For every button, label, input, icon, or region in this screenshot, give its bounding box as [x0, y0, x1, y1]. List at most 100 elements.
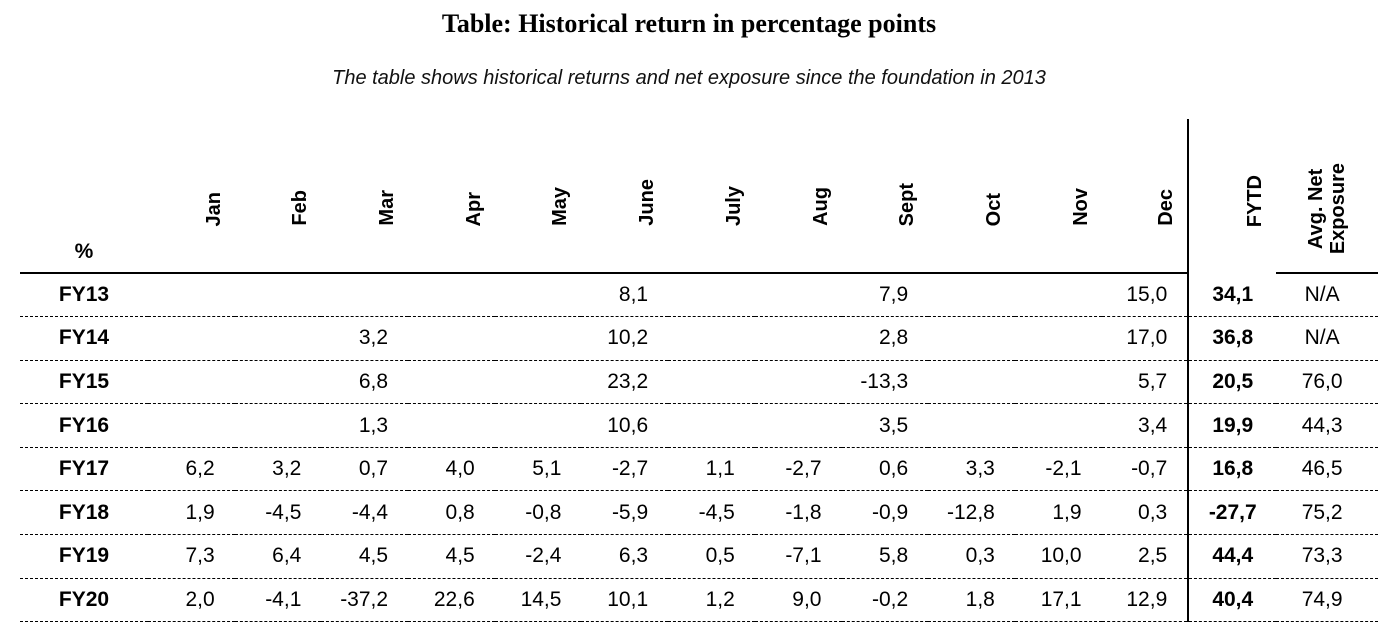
fytd-cell: 44,4	[1187, 534, 1277, 579]
page-subtitle: The table shows historical returns and n…	[332, 67, 1046, 89]
month-cell: 1,9	[1014, 490, 1102, 536]
month-cell	[668, 273, 755, 318]
month-cell	[148, 403, 235, 448]
month-cell: -13,3	[841, 360, 929, 405]
avg-net-exposure-cell: N/A	[1276, 273, 1378, 318]
month-cell	[1014, 273, 1102, 318]
percent-unit-label: %	[20, 119, 148, 274]
avg-net-exposure-cell: 76,0	[1276, 360, 1378, 405]
month-cell: 10,2	[581, 316, 669, 361]
month-cell: 5,1	[494, 447, 582, 492]
month-cell	[754, 360, 842, 405]
month-cell: -2,7	[754, 447, 842, 492]
month-cell: 3,3	[928, 447, 1015, 492]
month-cell: -0,2	[841, 578, 929, 623]
month-cell	[928, 316, 1015, 361]
month-cell: 7,9	[841, 273, 929, 318]
avg-net-exposure-header: Avg. Net Exposure	[1305, 162, 1350, 254]
month-cell: -0,8	[494, 490, 582, 536]
table-row: FY17 6,2 3,2 0,7 4,0 5,1 -2,7 1,1 -2,7 0,6 3,3 -2,1…	[20, 447, 1378, 492]
month-cell: 2,5	[1101, 534, 1189, 579]
month-cell: -2,4	[494, 534, 582, 579]
month-cell: -5,9	[581, 490, 669, 536]
month-cell: 9,0	[754, 578, 842, 623]
month-cell: 1,1	[668, 447, 755, 492]
avg-net-exposure-cell: 73,3	[1276, 534, 1378, 579]
month-header-sept: Sept	[896, 182, 919, 226]
month-cell	[668, 403, 755, 448]
fytd-header: FYTD	[1244, 174, 1267, 227]
month-cell: -12,8	[928, 490, 1015, 536]
month-cell	[148, 273, 235, 318]
month-cell	[408, 316, 495, 361]
month-cell: 14,5	[494, 578, 582, 623]
month-cell: 5,7	[1101, 360, 1189, 405]
avg-net-exposure-cell: 44,3	[1276, 403, 1378, 448]
month-cell: 2,8	[841, 316, 929, 361]
month-cell: -4,5	[668, 490, 755, 536]
month-cell: 1,9	[148, 490, 235, 536]
month-cell: 17,1	[1014, 578, 1102, 623]
fytd-cell: 19,9	[1187, 403, 1277, 448]
month-cell: 7,3	[148, 534, 235, 579]
table-row: FY14 3,2 10,2 2,8 17,0 36,8 N/A	[20, 316, 1378, 361]
month-cell	[408, 403, 495, 448]
month-cell: 6,2	[148, 447, 235, 492]
table-row: FY20 2,0 -4,1 -37,2 22,6 14,5 10,1 1,2 9,0 -0,2 1,…	[20, 578, 1378, 623]
month-cell	[494, 360, 582, 405]
month-header-july: July	[722, 185, 745, 226]
row-label: FY20	[20, 578, 148, 623]
month-cell: 10,6	[581, 403, 669, 448]
month-header-nov: Nov	[1069, 188, 1092, 226]
month-cell: -0,7	[1101, 447, 1189, 492]
fytd-cell: 36,8	[1187, 316, 1277, 361]
month-cell	[234, 403, 322, 448]
row-label: FY16	[20, 403, 148, 448]
avg-net-exposure-cell: 74,9	[1276, 578, 1378, 623]
month-header-aug: Aug	[809, 187, 832, 226]
table-row: FY16 1,3 10,6 3,5 3,4 19,9 44,3	[20, 403, 1378, 448]
month-header-jan: Jan	[202, 191, 225, 226]
table-row: FY15 6,8 23,2 -13,3 5,7 20,5 76,0	[20, 360, 1378, 405]
month-cell: -7,1	[754, 534, 842, 579]
header-row: % Jan Feb Mar Apr May June July Aug Sept…	[20, 119, 1378, 274]
month-cell	[494, 273, 582, 318]
historical-returns-table: % Jan Feb Mar Apr May June July Aug Sept…	[20, 119, 1378, 623]
month-header-june: June	[636, 179, 659, 226]
month-cell	[1014, 403, 1102, 448]
month-cell: 4,0	[408, 447, 495, 492]
month-cell	[494, 403, 582, 448]
month-cell: 3,5	[841, 403, 929, 448]
month-header-mar: Mar	[376, 190, 399, 226]
row-label: FY18	[20, 490, 148, 536]
month-cell: -0,9	[841, 490, 929, 536]
month-cell	[668, 360, 755, 405]
month-cell: 0,7	[321, 447, 409, 492]
month-cell	[928, 403, 1015, 448]
month-cell: -4,4	[321, 490, 409, 536]
month-cell: 10,0	[1014, 534, 1102, 579]
month-header-feb: Feb	[289, 190, 312, 226]
month-cell: 12,9	[1101, 578, 1189, 623]
month-header-dec: Dec	[1155, 189, 1178, 226]
month-cell: 0,3	[928, 534, 1015, 579]
month-cell	[1014, 316, 1102, 361]
month-cell: -2,7	[581, 447, 669, 492]
month-cell: 0,3	[1101, 490, 1189, 536]
month-cell: 0,5	[668, 534, 755, 579]
month-cell: 10,1	[581, 578, 669, 623]
fytd-cell: 16,8	[1187, 447, 1277, 492]
month-cell: 15,0	[1101, 273, 1189, 318]
month-cell: 3,2	[234, 447, 322, 492]
page-title: Table: Historical return in percentage p…	[441, 9, 937, 38]
avg-net-exposure-cell: N/A	[1276, 316, 1378, 361]
month-header-may: May	[549, 187, 572, 226]
month-cell: 22,6	[408, 578, 495, 623]
month-header-oct: Oct	[982, 192, 1005, 226]
month-cell: 17,0	[1101, 316, 1189, 361]
month-cell: 6,3	[581, 534, 669, 579]
fytd-cell: 40,4	[1187, 578, 1277, 623]
fytd-cell: 34,1	[1187, 273, 1277, 318]
month-cell: 3,2	[321, 316, 409, 361]
month-cell: -4,5	[234, 490, 322, 536]
